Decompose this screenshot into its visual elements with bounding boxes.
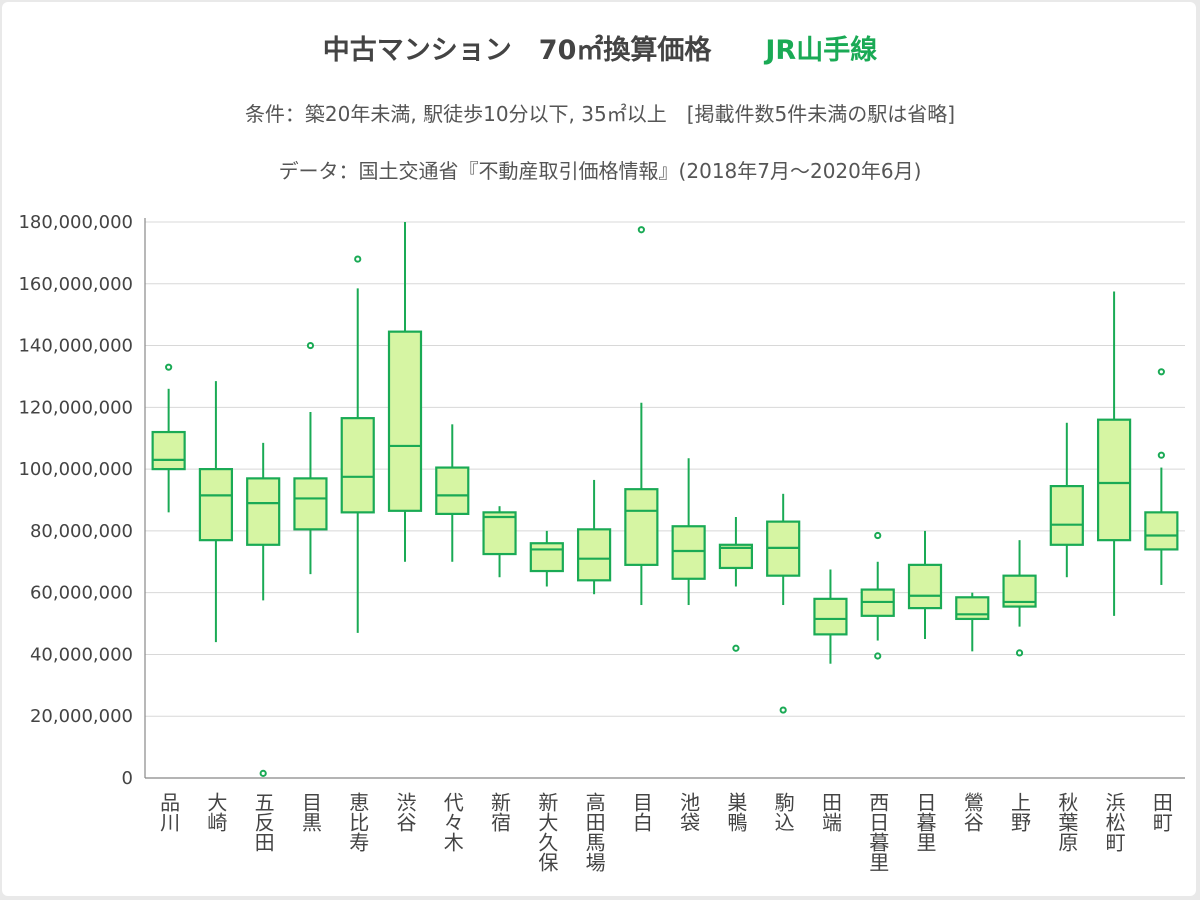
outlier-point [165, 363, 173, 371]
outlier-point [1015, 649, 1024, 657]
box [293, 477, 328, 531]
x-tick-label: 目白 [629, 792, 653, 832]
x-tick-label: 鶯谷 [960, 792, 984, 832]
y-tick-label: 140,000,000 [18, 336, 133, 357]
box [435, 466, 470, 516]
x-tick-label: 五反田 [251, 792, 275, 852]
x-tick-label: 浜松町 [1102, 792, 1126, 852]
box [1144, 511, 1179, 551]
y-tick-label: 80,000,000 [30, 521, 133, 542]
x-tick-label: 巣鴨 [724, 792, 748, 833]
x-tick-label: 新大久保 [535, 792, 559, 872]
box [198, 468, 234, 542]
outlier-point [1157, 368, 1165, 376]
x-tick-label: 新宿 [488, 792, 512, 832]
outlier-point [354, 255, 362, 263]
box [813, 597, 848, 636]
box [718, 543, 754, 570]
y-tick-label: 20,000,000 [30, 706, 133, 727]
box [340, 417, 375, 514]
y-tick-label: 180,000,000 [18, 212, 133, 233]
x-tick-label: 西日暮里 [866, 792, 890, 872]
outlier-point [1157, 451, 1165, 459]
box [482, 511, 517, 556]
box [955, 596, 990, 621]
x-tick-label: 駒込 [771, 792, 795, 832]
box [671, 525, 706, 580]
box [1096, 418, 1132, 542]
x-tick-label: 日暮里 [913, 792, 937, 852]
x-tick-label: 秋葉原 [1055, 792, 1079, 852]
outlier-point [259, 769, 267, 777]
x-tick-label: 田町 [1149, 792, 1173, 832]
box [151, 430, 186, 471]
chart-title-line-name: JR山手線 [765, 35, 878, 66]
outlier-point [732, 644, 740, 652]
x-tick-label: 池袋 [677, 792, 701, 832]
y-tick-label: 40,000,000 [30, 644, 133, 665]
box [1049, 485, 1084, 546]
x-tick-label: 上野 [1008, 792, 1032, 832]
x-tick-label: 大崎 [204, 792, 228, 832]
box [907, 563, 943, 610]
box [246, 477, 281, 546]
chart-title-main: 中古マンション 70㎡換算価格 [322, 35, 712, 66]
y-tick-label: 0 [122, 768, 133, 789]
y-tick-label: 100,000,000 [18, 459, 133, 480]
x-tick-label: 渋谷 [393, 792, 417, 832]
x-tick-label: 高田馬場 [582, 792, 606, 872]
outlier-point [779, 706, 787, 714]
y-tick-label: 60,000,000 [30, 583, 133, 604]
box [624, 488, 659, 566]
box [576, 528, 612, 582]
y-tick-label: 160,000,000 [18, 274, 133, 295]
box [529, 542, 564, 573]
x-tick-label: 品川 [157, 792, 181, 832]
outlier-point [874, 531, 882, 540]
x-tick-label: 恵比寿 [346, 792, 370, 852]
outlier-point [306, 341, 315, 350]
outlier-point [874, 652, 882, 660]
chart-title: 中古マンション 70㎡換算価格 JR山手線 [0, 28, 1200, 67]
outlier-point [637, 226, 645, 234]
chart-source: データ：国土交通省『不動産取引価格情報』(2018年7月～2020年6月) [278, 159, 922, 183]
x-tick-label: 代々木 [440, 792, 464, 852]
x-tick-label: 田端 [818, 792, 842, 832]
box [387, 330, 423, 512]
y-tick-label: 120,000,000 [18, 397, 133, 418]
x-tick-label: 目黒 [298, 792, 322, 832]
chart-conditions: 条件：築20年未満, 駅徒歩10分以下, 35㎡以上 [掲載件数5件未満の駅は省… [244, 102, 956, 126]
